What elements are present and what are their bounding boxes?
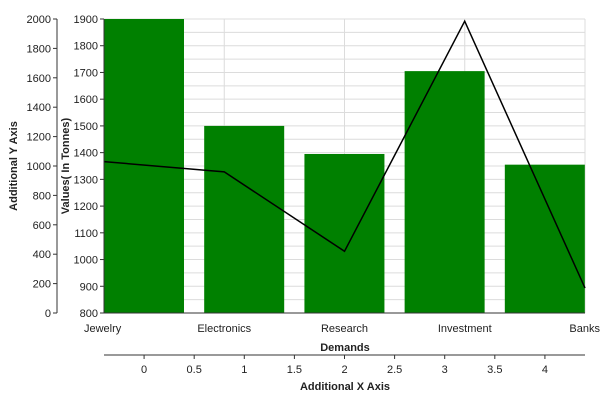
primary-y-tick-label: 1200 [74,201,98,213]
additional-y-tick-label: 1800 [27,43,51,55]
bar [404,71,485,313]
primary-y-tick-label: 1100 [74,228,98,240]
additional-y-tick-label: 1200 [27,132,51,144]
bar [104,19,184,313]
additional-x-tick-label: 3.5 [487,364,502,376]
primary-y-tick-label: 1800 [74,41,98,53]
category-label: Investment [438,323,492,335]
additional-y-axis-title: Additional Y Axis [8,121,20,211]
additional-x-tick-label: 0.5 [187,364,202,376]
additional-x-tick-label: 3 [442,364,448,376]
additional-x-axis-title: Additional X Axis [300,381,390,393]
primary-x-axis-title: Demands [320,342,370,354]
additional-x-tick-label: 2.5 [387,364,402,376]
labels: 8009001000110012001300140015001600170018… [27,14,601,376]
additional-x-tick-label: 2 [341,364,347,376]
additional-y-tick-label: 800 [33,190,51,202]
primary-y-tick-label: 800 [80,308,98,320]
category-label: Electronics [197,323,251,335]
additional-x-tick-label: 0 [141,364,147,376]
additional-y-tick-label: 400 [33,249,51,261]
additional-y-tick-label: 1400 [27,102,51,114]
additional-x-tick-label: 1.5 [287,364,302,376]
additional-y-tick-label: 200 [33,279,51,291]
axes [53,18,585,359]
bar [504,164,585,313]
additional-x-tick-label: 4 [542,364,548,376]
category-label: Banks [569,323,600,335]
additional-y-tick-label: 600 [33,220,51,232]
additional-y-tick-label: 1000 [27,161,51,173]
additional-y-tick-label: 0 [45,308,51,320]
primary-y-tick-label: 1600 [74,94,98,106]
additional-x-tick-label: 1 [241,364,247,376]
primary-y-tick-label: 1500 [74,121,98,133]
category-label: Research [321,323,368,335]
category-label: Jewelry [84,323,122,335]
bars [104,19,585,313]
bar [204,125,285,313]
additional-y-tick-label: 1600 [27,73,51,85]
primary-y-tick-label: 1900 [74,14,98,26]
primary-y-tick-label: 1000 [74,255,98,267]
primary-y-tick-label: 1400 [74,148,98,160]
additional-y-tick-label: 2000 [27,14,51,26]
primary-y-tick-label: 1700 [74,67,98,79]
primary-y-tick-label: 900 [80,281,98,293]
primary-y-tick-label: 1300 [74,174,98,186]
primary-y-axis-title: Values( In Tonnes) [60,117,72,214]
